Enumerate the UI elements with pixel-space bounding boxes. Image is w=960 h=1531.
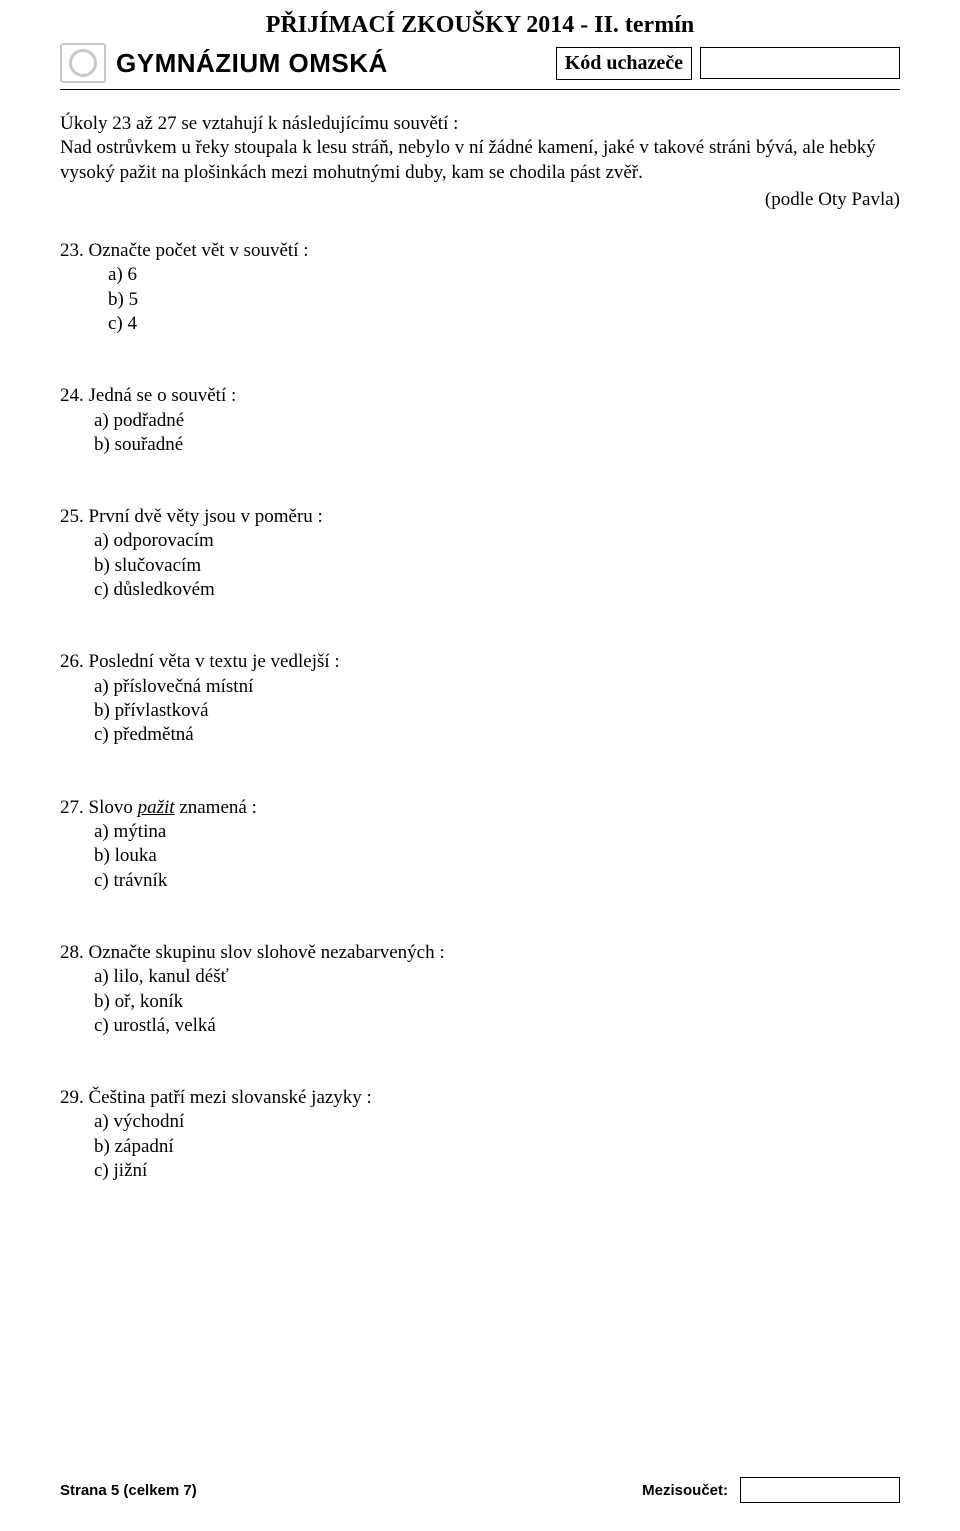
option: b) přívlastková [94, 699, 900, 723]
question: 26. Poslední věta v textu je vedlejší :a… [60, 650, 900, 747]
option: a) mýtina [94, 820, 900, 844]
code-input-box[interactable] [700, 47, 900, 79]
school-logo [60, 43, 106, 83]
question-text-pre: 27. Slovo [60, 797, 138, 818]
option: c) 4 [108, 312, 900, 336]
option: b) oř, koník [94, 990, 900, 1014]
header-divider [60, 89, 900, 90]
school-name: GYMNÁZIUM OMSKÁ [116, 48, 388, 79]
intro-attribution: (podle Oty Pavla) [60, 189, 900, 211]
page-info: Strana 5 (celkem 7) [60, 1482, 197, 1499]
question: 27. Slovo pažit znamená :a) mýtinab) lou… [60, 796, 900, 893]
question-text: 29. Čeština patří mezi slovanské jazyky … [60, 1086, 900, 1110]
code-label: Kód uchazeče [556, 47, 692, 80]
options: a) podřadnéb) souřadné [60, 409, 900, 458]
question-text: 24. Jedná se o souvětí : [60, 384, 900, 408]
option: a) odporovacím [94, 529, 900, 553]
option: c) trávník [94, 869, 900, 893]
question-text: 28. Označte skupinu slov slohově nezabar… [60, 941, 900, 965]
question-text-italic: pažit [138, 797, 175, 818]
option: b) louka [94, 844, 900, 868]
options: a) 6b) 5c) 4 [60, 263, 900, 336]
options: a) odporovacímb) slučovacímc) důsledkové… [60, 529, 900, 602]
question-text: 26. Poslední věta v textu je vedlejší : [60, 650, 900, 674]
question: 24. Jedná se o souvětí :a) podřadnéb) so… [60, 384, 900, 457]
option: b) souřadné [94, 433, 900, 457]
page: PŘIJÍMACÍ ZKOUŠKY 2014 - II. termín GYMN… [0, 0, 960, 1531]
option: a) 6 [108, 263, 900, 287]
option: a) podřadné [94, 409, 900, 433]
options: a) mýtinab) loukac) trávník [60, 820, 900, 893]
question-text: 23. Označte počet vět v souvětí : [60, 239, 900, 263]
exam-title: PŘIJÍMACÍ ZKOUŠKY 2014 - II. termín [60, 12, 900, 39]
intro-block: Úkoly 23 až 27 se vztahují k následující… [60, 112, 900, 185]
subtotal-input-box[interactable] [740, 1477, 900, 1503]
footer-right: Mezisoučet: [642, 1477, 900, 1503]
option: a) příslovečná místní [94, 675, 900, 699]
option: c) urostlá, velká [94, 1014, 900, 1038]
option: a) východní [94, 1110, 900, 1134]
intro-passage: Nad ostrůvkem u řeky stoupala k lesu str… [60, 137, 876, 182]
option: b) 5 [108, 288, 900, 312]
options: a) východníb) západníc) jižní [60, 1110, 900, 1183]
header-row: GYMNÁZIUM OMSKÁ Kód uchazeče [60, 43, 900, 89]
question-text: 25. První dvě věty jsou v poměru : [60, 505, 900, 529]
intro-lead: Úkoly 23 až 27 se vztahují k následující… [60, 113, 458, 134]
questions-container: 23. Označte počet vět v souvětí :a) 6b) … [60, 239, 900, 1183]
logo-circle-icon [69, 49, 97, 77]
options: a) lilo, kanul déšťb) oř, koníkc) urostl… [60, 965, 900, 1038]
subtotal-label: Mezisoučet: [642, 1482, 728, 1499]
footer: Strana 5 (celkem 7) Mezisoučet: [60, 1477, 900, 1503]
options: a) příslovečná místníb) přívlastkovác) p… [60, 675, 900, 748]
question-text-post: znamená : [175, 797, 257, 818]
question: 23. Označte počet vět v souvětí :a) 6b) … [60, 239, 900, 336]
question: 29. Čeština patří mezi slovanské jazyky … [60, 1086, 900, 1183]
question: 28. Označte skupinu slov slohově nezabar… [60, 941, 900, 1038]
header-left: GYMNÁZIUM OMSKÁ [60, 43, 388, 83]
question: 25. První dvě věty jsou v poměru :a) odp… [60, 505, 900, 602]
option: b) slučovacím [94, 554, 900, 578]
code-box-wrap: Kód uchazeče [556, 47, 900, 80]
option: a) lilo, kanul déšť [94, 965, 900, 989]
option: b) západní [94, 1135, 900, 1159]
option: c) jižní [94, 1159, 900, 1183]
question-text: 27. Slovo pažit znamená : [60, 796, 900, 820]
option: c) předmětná [94, 723, 900, 747]
option: c) důsledkovém [94, 578, 900, 602]
